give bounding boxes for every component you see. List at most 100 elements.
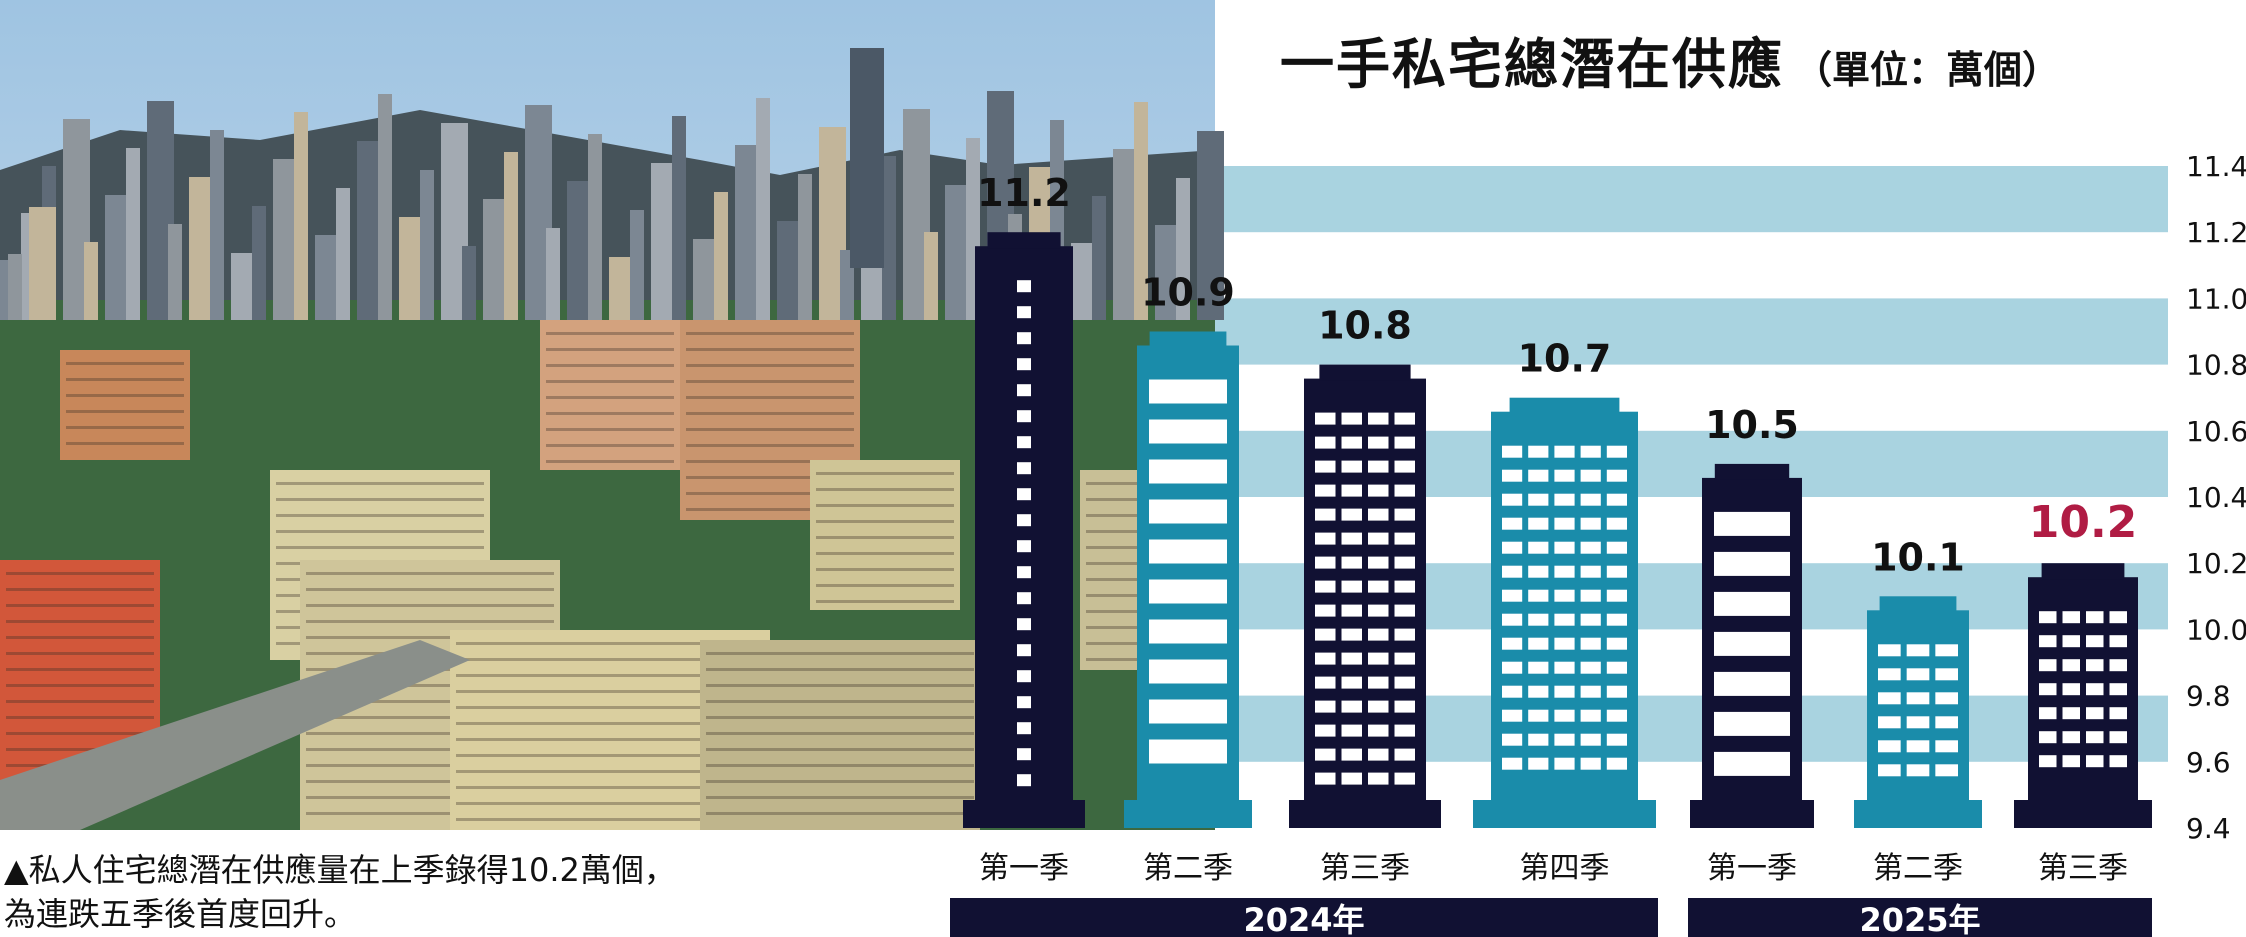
window [2109,659,2127,672]
window [2039,611,2057,624]
window [1554,685,1575,698]
window [1502,445,1523,458]
window [2062,731,2080,744]
window [1017,358,1031,371]
bar-building [1289,364,1441,828]
building-roof [987,232,1061,249]
window [2039,731,2057,744]
floor-line [706,812,974,815]
window [1606,637,1627,650]
window [1394,436,1415,449]
window [1580,517,1601,530]
floor-line [456,770,764,773]
window [2086,683,2104,696]
window [1394,412,1415,425]
y-tick-label: 9.8 [2186,680,2231,713]
window [1341,724,1362,737]
apartment-block [60,350,190,460]
window [1315,508,1336,521]
window [1368,748,1389,761]
distant-tower [126,148,140,320]
window [1017,592,1031,605]
window [1017,514,1031,527]
floor-line [546,332,674,335]
year-group-label: 2025年 [1859,901,1980,937]
building-roof [1149,331,1227,348]
window [1017,670,1031,683]
window [1368,628,1389,641]
window [1394,724,1415,737]
bar-building [1690,463,1814,828]
bar-building [963,232,1085,828]
window [1315,436,1336,449]
distant-tower [252,206,266,320]
window [1017,436,1031,449]
window [1554,469,1575,482]
y-tick-label: 10.6 [2186,415,2246,448]
floor-line [686,380,854,383]
window [1341,652,1362,665]
window [1528,637,1549,650]
window [1906,692,1930,705]
floor-line [686,460,854,463]
apartment-block [700,640,980,830]
distant-tower [588,134,602,320]
window [1606,709,1627,722]
floor-line [456,754,764,757]
window [1935,716,1958,729]
floor-line [686,364,854,367]
window [1394,460,1415,473]
window [1368,580,1389,593]
floor-line [306,588,554,591]
data-label: 10.2 [2029,497,2138,548]
window [1554,445,1575,458]
window [1341,628,1362,641]
window [1935,764,1958,777]
floor-line [706,668,974,671]
distant-tower [420,170,434,320]
window [1935,692,1958,705]
window [1149,699,1227,724]
floor-line [276,546,484,549]
window [1554,589,1575,602]
apartment-block [540,320,680,470]
window [1935,644,1958,657]
distant-tower [378,94,392,320]
window [1906,668,1930,681]
data-label: 11.2 [977,171,1071,215]
window [1315,460,1336,473]
floor-line [706,684,974,687]
floor-line [456,786,764,789]
window [1502,661,1523,674]
window [1017,540,1031,553]
window [1878,644,1901,657]
window [1341,412,1362,425]
window [1554,613,1575,626]
floor-line [456,658,764,661]
floor-line [306,716,554,719]
window [2062,755,2080,768]
y-tick-label: 11.2 [2186,216,2246,249]
window [1149,579,1227,604]
y-tick-label: 10.2 [2186,547,2246,580]
caption-line-2: 為連跌五季後首度回升。 [4,895,357,933]
window [1149,499,1227,524]
window [1554,733,1575,746]
floor-line [816,536,954,539]
bar-building [1124,331,1252,828]
floor-line [456,738,764,741]
window [1714,711,1790,736]
window [1341,772,1362,785]
window [1017,722,1031,735]
window [1315,628,1336,641]
window [2086,731,2104,744]
window [1368,508,1389,521]
year-groups: 2024年 2025年 [950,898,2152,937]
floor-line [6,700,154,703]
window [1315,412,1336,425]
y-tick-label: 11.0 [2186,282,2246,315]
window [1580,661,1601,674]
window [2109,731,2127,744]
floor-line [456,706,764,709]
floor-line [706,652,974,655]
